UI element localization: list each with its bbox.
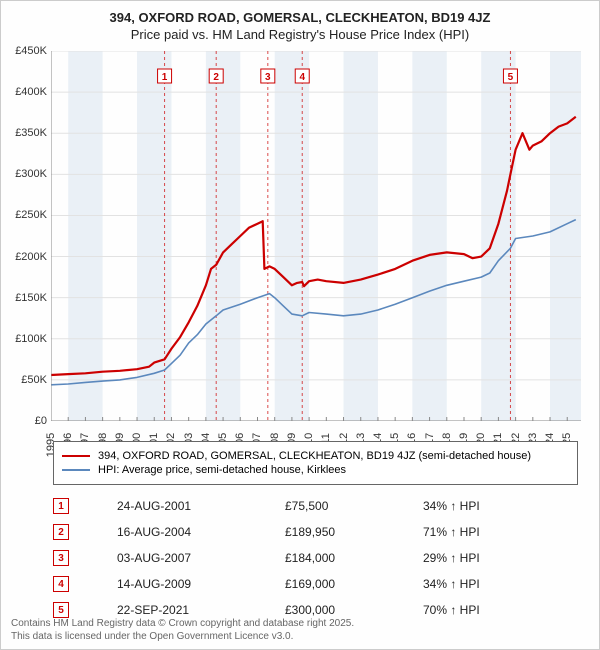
y-tick-label: £100K [15, 333, 47, 345]
legend-item: 394, OXFORD ROAD, GOMERSAL, CLECKHEATON,… [62, 450, 569, 462]
y-tick-label: £350K [15, 127, 47, 139]
footer-line1: Contains HM Land Registry data © Crown c… [11, 617, 354, 630]
event-date: 03-AUG-2007 [117, 551, 237, 565]
y-tick-label: £250K [15, 209, 47, 221]
legend-swatch [62, 455, 90, 457]
event-marker-num: 2 [53, 524, 69, 540]
event-marker-num: 4 [53, 576, 69, 592]
chart-area: 12345 £0£50K£100K£150K£200K£250K£300K£35… [51, 51, 581, 421]
event-row: 2 16-AUG-2004 £189,950 71% ↑ HPI [53, 519, 578, 545]
event-price: £189,950 [285, 525, 375, 539]
event-marker-num: 5 [53, 602, 69, 618]
event-pct: 70% ↑ HPI [423, 603, 523, 617]
event-pct: 34% ↑ HPI [423, 577, 523, 591]
y-tick-label: £300K [15, 168, 47, 180]
event-date: 14-AUG-2009 [117, 577, 237, 591]
chart-title: 394, OXFORD ROAD, GOMERSAL, CLECKHEATON,… [11, 9, 589, 27]
legend-box: 394, OXFORD ROAD, GOMERSAL, CLECKHEATON,… [53, 441, 578, 485]
chart-subtitle: Price paid vs. HM Land Registry's House … [11, 27, 589, 42]
event-price: £169,000 [285, 577, 375, 591]
event-pct: 71% ↑ HPI [423, 525, 523, 539]
event-price: £184,000 [285, 551, 375, 565]
event-row: 1 24-AUG-2001 £75,500 34% ↑ HPI [53, 493, 578, 519]
y-tick-label: £450K [15, 45, 47, 57]
y-tick-label: £0 [35, 415, 47, 427]
y-tick-label: £400K [15, 86, 47, 98]
footer-text: Contains HM Land Registry data © Crown c… [11, 617, 354, 643]
legend-label: 394, OXFORD ROAD, GOMERSAL, CLECKHEATON,… [98, 450, 531, 462]
event-pct: 29% ↑ HPI [423, 551, 523, 565]
legend-label: HPI: Average price, semi-detached house,… [98, 464, 346, 476]
svg-text:5: 5 [508, 72, 514, 83]
legend-item: HPI: Average price, semi-detached house,… [62, 464, 569, 476]
y-tick-label: £200K [15, 251, 47, 263]
events-table: 1 24-AUG-2001 £75,500 34% ↑ HPI 2 16-AUG-2004… [53, 493, 578, 623]
event-marker-num: 1 [53, 498, 69, 514]
event-row: 4 14-AUG-2009 £169,000 34% ↑ HPI [53, 571, 578, 597]
chart-container: 394, OXFORD ROAD, GOMERSAL, CLECKHEATON,… [0, 0, 600, 650]
event-price: £75,500 [285, 499, 375, 513]
y-tick-label: £50K [21, 374, 47, 386]
event-date: 22-SEP-2021 [117, 603, 237, 617]
event-price: £300,000 [285, 603, 375, 617]
y-tick-label: £150K [15, 292, 47, 304]
legend-swatch [62, 469, 90, 471]
event-pct: 34% ↑ HPI [423, 499, 523, 513]
footer-line2: This data is licensed under the Open Gov… [11, 630, 354, 643]
svg-text:2: 2 [213, 72, 219, 83]
svg-text:4: 4 [299, 72, 305, 83]
chart-svg: 1 2 3 4 5 [51, 51, 581, 421]
event-date: 24-AUG-2001 [117, 499, 237, 513]
event-marker-num: 3 [53, 550, 69, 566]
event-row: 3 03-AUG-2007 £184,000 29% ↑ HPI [53, 545, 578, 571]
svg-text:1: 1 [162, 72, 168, 83]
event-date: 16-AUG-2004 [117, 525, 237, 539]
svg-text:3: 3 [265, 72, 271, 83]
